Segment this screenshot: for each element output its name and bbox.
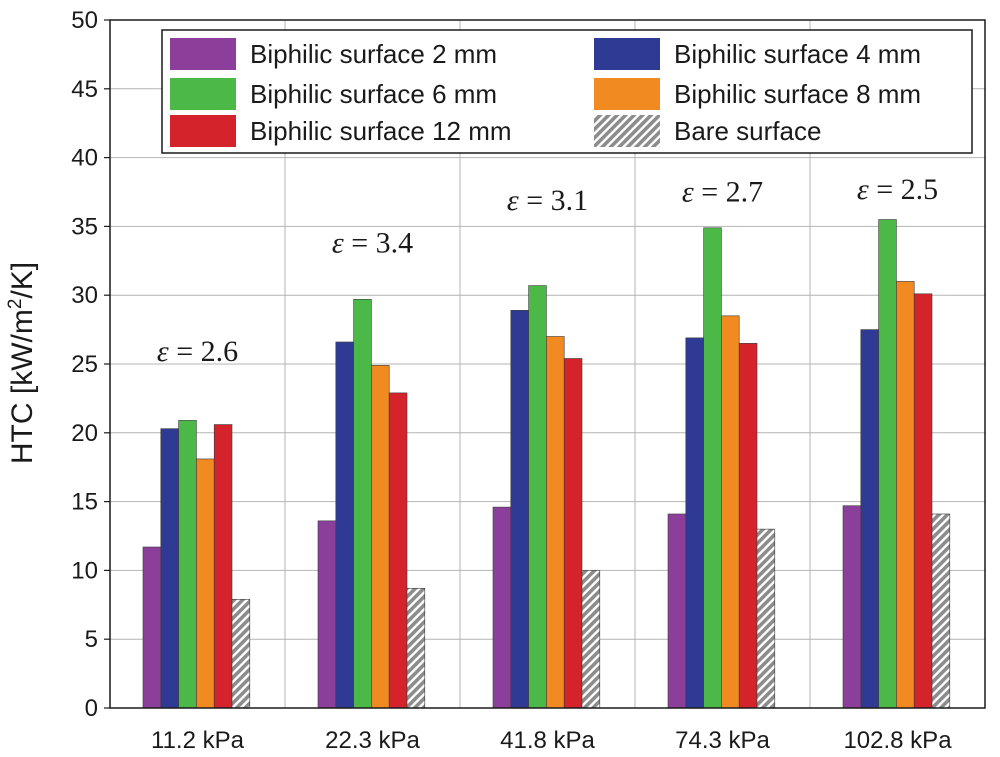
bar: [703, 227, 722, 709]
bar: [931, 513, 951, 709]
legend-swatch: [170, 115, 236, 147]
y-tick-label: 20: [71, 420, 98, 447]
y-tick-label: 35: [71, 213, 98, 240]
x-tick-label: 41.8 kPa: [500, 727, 595, 754]
annotation-epsilon: ε: [157, 335, 169, 368]
bar: [528, 285, 547, 709]
annotation-value: = 2.7: [694, 176, 763, 209]
bar: [563, 358, 583, 709]
legend-swatch: [594, 38, 660, 70]
annotation-epsilon: ε: [682, 176, 694, 209]
x-tick-label: 102.8 kPa: [843, 727, 952, 754]
legend-label: Biphilic surface 4 mm: [674, 39, 921, 69]
annotation-epsilon: ε: [857, 173, 869, 206]
y-axis-ticks: 0 5 10 15 20 25 30 35 40 45 50: [71, 7, 110, 722]
annotation-epsilon: ε: [332, 227, 344, 260]
x-tick-label: 11.2 kPa: [151, 727, 245, 754]
bar: [896, 281, 915, 709]
legend-swatch: [594, 115, 660, 147]
y-tick-label: 0: [85, 695, 98, 722]
bar: [388, 392, 408, 709]
legend-box: [161, 29, 973, 154]
bar: [196, 458, 215, 709]
bar: [142, 546, 162, 709]
annotation-label: ε = 3.4: [332, 227, 413, 260]
legend-label: Bare surface: [674, 116, 821, 146]
bar: [317, 520, 337, 709]
bar: [160, 428, 179, 709]
bar: [913, 293, 933, 709]
legend-label: Biphilic surface 12 mm: [250, 116, 512, 146]
y-axis-title-sup: 2: [5, 299, 26, 310]
y-tick-label: 25: [71, 351, 98, 378]
y-tick-label: 50: [71, 7, 98, 34]
bar: [231, 598, 251, 709]
legend-swatch: [594, 78, 660, 110]
annotation-value: = 3.1: [519, 184, 588, 217]
bar: [685, 337, 704, 709]
y-tick-label: 40: [71, 145, 98, 172]
y-tick-label: 5: [85, 626, 98, 653]
x-axis-ticks: 11.2 kPa 22.3 kPa 41.8 kPa 74.3 kPa 102.8 kP…: [151, 727, 952, 754]
bar: [213, 424, 233, 709]
bar: [546, 336, 565, 709]
legend-label: Biphilic surface 6 mm: [250, 79, 497, 109]
x-tick-label: 74.3 kPa: [675, 727, 770, 754]
annotation-value: = 2.6: [169, 335, 238, 368]
bar: [721, 315, 740, 709]
legend-label: Biphilic surface 2 mm: [250, 39, 497, 69]
y-tick-label: 45: [71, 76, 98, 103]
bar: [492, 506, 512, 709]
legend-swatch: [170, 38, 236, 70]
y-axis-title-tail: /K]: [6, 262, 39, 299]
bar: [510, 310, 529, 709]
y-tick-label: 10: [71, 557, 98, 584]
bars: [142, 219, 951, 709]
y-tick-label: 30: [71, 282, 98, 309]
bar: [406, 587, 426, 709]
annotation-label: ε = 3.1: [507, 184, 588, 217]
bar: [667, 513, 687, 709]
enhancement-annotations: ε = 2.6ε = 3.4ε = 3.1 ε = 2.7 ε = 2.5: [157, 173, 938, 368]
y-tick-label: 15: [71, 489, 98, 516]
annotation-label: ε = 2.6: [157, 335, 238, 368]
bar: [738, 343, 758, 709]
annotation-value: = 2.5: [869, 173, 938, 206]
annotation-epsilon: ε: [507, 184, 519, 217]
bar: [371, 365, 390, 709]
bar: [842, 505, 862, 709]
annotation-label: ε = 2.7: [682, 176, 763, 209]
bar: [756, 528, 776, 709]
y-axis-title: HTC [kW/m2/K]: [5, 262, 39, 464]
annotation-label: ε = 2.5: [857, 173, 938, 206]
legend: Biphilic surface 2 mm Biphilic surface 4 …: [161, 29, 973, 154]
legend-label: Biphilic surface 8 mm: [674, 79, 921, 109]
annotation-value: = 3.4: [344, 227, 413, 260]
y-axis-title-main: HTC [kW/m: [6, 309, 39, 464]
x-tick-label: 22.3 kPa: [325, 727, 420, 754]
legend-swatch: [170, 78, 236, 110]
bar: [178, 420, 197, 709]
bar: [335, 341, 354, 709]
bar: [860, 329, 879, 709]
bar: [878, 219, 897, 709]
bar: [353, 299, 372, 709]
bar: [581, 570, 601, 709]
